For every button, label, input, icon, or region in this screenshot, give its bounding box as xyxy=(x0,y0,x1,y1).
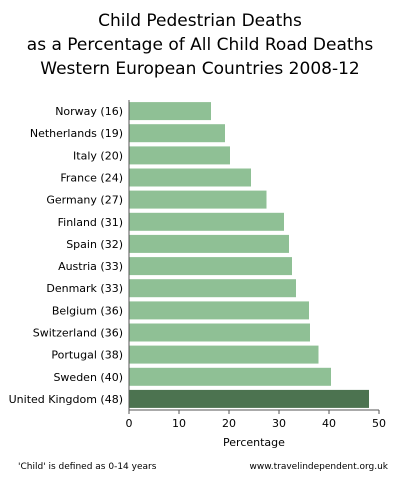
category-label: Italy (20) xyxy=(73,149,123,162)
bar-5 xyxy=(129,212,284,231)
bar-1 xyxy=(129,124,225,143)
x-axis-title: Percentage xyxy=(223,436,285,449)
bar-10 xyxy=(129,323,310,342)
x-tick-label: 10 xyxy=(172,417,186,430)
footnote-definition: 'Child' is defined as 0-14 years xyxy=(18,462,157,472)
footnote-source: www.travelindependent.org.uk xyxy=(249,462,388,472)
bar-8 xyxy=(129,279,296,298)
category-label: Netherlands (19) xyxy=(30,127,123,140)
category-label: Denmark (33) xyxy=(46,282,123,295)
category-label: Sweden (40) xyxy=(53,371,123,384)
category-label: Norway (16) xyxy=(55,105,123,118)
bar-3 xyxy=(129,168,251,187)
bar-4 xyxy=(129,190,267,209)
bar-0 xyxy=(129,102,211,121)
x-tick-label: 30 xyxy=(272,417,286,430)
bar-12 xyxy=(129,367,331,386)
category-label: Finland (31) xyxy=(58,216,123,229)
category-label: Germany (27) xyxy=(46,194,123,207)
chart-title-line-2: as a Percentage of All Child Road Deaths xyxy=(26,35,374,55)
bar-6 xyxy=(129,234,289,253)
x-tick-label: 0 xyxy=(126,417,133,430)
category-label: Switzerland (36) xyxy=(33,327,123,340)
category-label: Spain (32) xyxy=(66,238,123,251)
chart-title-line-1: Child Pedestrian Deaths xyxy=(98,11,302,31)
bar-9 xyxy=(129,301,309,320)
x-tick-label: 40 xyxy=(322,417,336,430)
chart-title-line-3: Western European Countries 2008-12 xyxy=(40,59,360,79)
x-tick-label: 50 xyxy=(372,417,386,430)
bar-7 xyxy=(129,257,292,276)
category-label: Belgium (36) xyxy=(52,304,123,317)
bar-13 xyxy=(129,389,369,408)
category-label: United Kingdom (48) xyxy=(9,393,123,406)
x-tick-label: 20 xyxy=(222,417,236,430)
bar-11 xyxy=(129,345,319,364)
category-label: Austria (33) xyxy=(58,260,123,273)
category-label: France (24) xyxy=(60,172,123,185)
category-label: Portugal (38) xyxy=(51,349,123,362)
bar-2 xyxy=(129,146,230,165)
